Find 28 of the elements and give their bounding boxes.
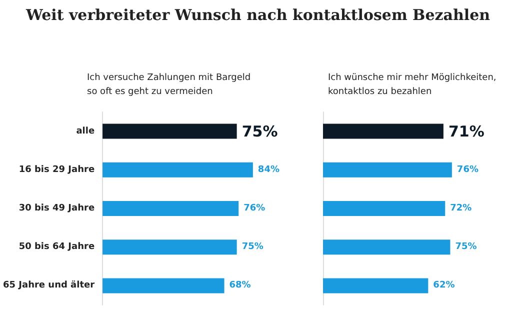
data-label: 75% [242, 122, 278, 140]
bar [323, 278, 428, 294]
chart-subtitle: Ich wünsche mir mehr Möglichkeiten, kontaktlos zu bezahlen [328, 73, 496, 97]
bar [323, 124, 444, 139]
data-label: 76% [244, 204, 266, 214]
y-tick-label: alle [76, 126, 95, 136]
data-label: 75% [242, 242, 264, 252]
y-tick-label: 50 bis 64 Jahre [18, 242, 95, 252]
bar [102, 162, 253, 178]
bar [323, 240, 450, 255]
chart-title: Weit verbreiteter Wunsch nach kontaktlosem Bezahlen [24, 6, 492, 24]
bar [102, 240, 237, 255]
data-label: 72% [450, 204, 472, 214]
y-tick-label: 65 Jahre und älter [2, 280, 96, 291]
data-label: 68% [229, 280, 251, 291]
data-label: 76% [456, 164, 478, 175]
bar [102, 201, 239, 216]
bar [102, 278, 224, 294]
data-label: 71% [448, 122, 484, 140]
bar [323, 201, 446, 216]
y-tick-label: 16 bis 29 Jahre [18, 164, 95, 175]
y-tick-label: 30 bis 49 Jahre [18, 204, 95, 214]
data-label: 75% [455, 242, 477, 252]
bar [102, 124, 237, 139]
data-label: 62% [433, 280, 455, 291]
data-label: 84% [258, 164, 280, 175]
bar [323, 162, 452, 178]
chart-subtitle: Ich versuche Zahlungen mit Bargeld so oft es geht zu vermeiden [87, 73, 251, 97]
